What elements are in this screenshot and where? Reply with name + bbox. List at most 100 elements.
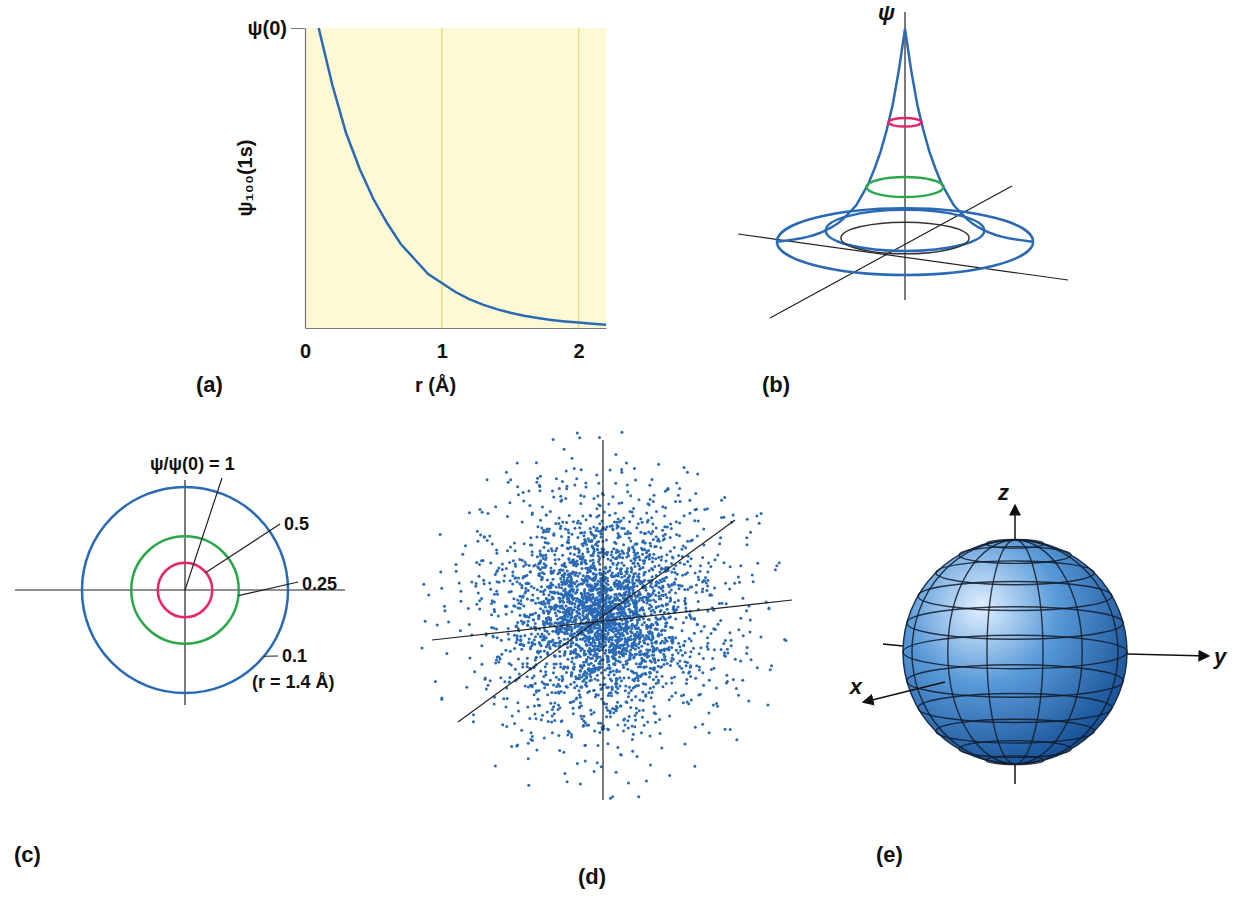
cloud-dot	[713, 586, 716, 589]
cloud-dot	[542, 593, 545, 596]
cloud-dot	[578, 706, 581, 709]
cloud-dot	[661, 658, 664, 661]
cloud-dot	[553, 666, 556, 669]
cloud-dot	[657, 463, 660, 466]
cloud-dot	[637, 627, 640, 630]
cloud-dot	[599, 655, 602, 658]
cloud-dot	[558, 749, 561, 752]
axis-line	[770, 186, 1012, 318]
cloud-dot	[510, 745, 513, 748]
cloud-dot	[554, 611, 557, 614]
cloud-dot	[565, 469, 568, 472]
cloud-dot	[542, 611, 545, 614]
cloud-dot	[693, 519, 696, 522]
cloud-dot	[699, 564, 702, 567]
cloud-dot	[659, 651, 662, 654]
cloud-dot	[633, 725, 636, 728]
cloud-dot	[624, 685, 627, 688]
cloud-dot	[558, 517, 561, 520]
cloud-dot	[631, 588, 634, 591]
cloud-dot	[697, 600, 700, 603]
cloud-dot	[569, 683, 572, 686]
cloud-dot	[679, 561, 682, 564]
cloud-dot	[616, 607, 619, 610]
cloud-dot	[506, 515, 509, 518]
cloud-dot	[600, 535, 603, 538]
cloud-dot	[558, 685, 561, 688]
cloud-dot	[715, 686, 718, 689]
cloud-dot	[579, 696, 582, 699]
cloud-dot	[507, 627, 510, 630]
cloud-dot	[697, 575, 700, 578]
cloud-dot	[636, 542, 639, 545]
x-axis-title: r (Å)	[415, 373, 456, 396]
cloud-dot	[641, 521, 644, 524]
cloud-dot	[531, 594, 534, 597]
cloud-dot	[626, 668, 629, 671]
cloud-dot	[710, 668, 713, 671]
cloud-dot	[507, 481, 510, 484]
cloud-dot	[461, 553, 464, 556]
cloud-dot	[538, 572, 541, 575]
cloud-dot	[733, 582, 736, 585]
cloud-dot	[678, 659, 681, 662]
cloud-dot	[631, 738, 634, 741]
cloud-dot	[666, 608, 669, 611]
cloud-dot	[495, 658, 498, 661]
cloud-dot	[504, 649, 507, 652]
cloud-dot	[496, 636, 499, 639]
cloud-dot	[700, 630, 703, 633]
cloud-dot	[585, 485, 588, 488]
cloud-dot	[641, 599, 644, 602]
grid	[442, 28, 579, 328]
cloud-dot	[604, 652, 607, 655]
cloud-dot	[536, 588, 539, 591]
cloud-dot	[570, 578, 573, 581]
cloud-dot	[540, 718, 543, 721]
cloud-dot	[592, 559, 595, 562]
cloud-dot	[655, 527, 658, 530]
cloud-dot	[586, 644, 589, 647]
cloud-dot	[748, 630, 751, 633]
cloud-dot	[561, 520, 564, 523]
cloud-dot	[536, 597, 539, 600]
cloud-dot	[650, 516, 653, 519]
cloud-dot	[557, 522, 560, 525]
cloud-dot	[646, 627, 649, 630]
cloud-dot	[596, 674, 599, 677]
cloud-dot	[459, 600, 462, 603]
cloud-dot	[592, 711, 595, 714]
cloud-dot	[547, 594, 550, 597]
cloud-dot	[596, 548, 599, 551]
cloud-dot	[739, 564, 742, 567]
cloud-dot	[618, 670, 621, 673]
cloud-dot	[657, 665, 660, 668]
cloud-dot	[679, 649, 682, 652]
cloud-dot	[674, 500, 677, 503]
panel-d: (d)	[421, 431, 792, 889]
cloud-dot	[468, 511, 471, 514]
cloud-dot	[544, 665, 547, 668]
cloud-dot	[464, 544, 467, 547]
panel-label: (b)	[762, 372, 790, 397]
cloud-dot	[579, 669, 582, 672]
cloud-dot	[720, 648, 723, 651]
cloud-dot	[680, 548, 683, 551]
cloud-dot	[745, 652, 748, 655]
cloud-dot	[604, 641, 607, 644]
cloud-dot	[724, 639, 727, 642]
cloud-dot	[490, 613, 493, 616]
cloud-dot	[587, 550, 590, 553]
cloud-dot	[637, 555, 640, 558]
cloud-dot	[566, 734, 569, 737]
cloud-dot	[535, 748, 538, 751]
cloud-dot	[625, 700, 628, 703]
cloud-dot	[535, 481, 538, 484]
cloud-dot	[508, 501, 511, 504]
cloud-dot	[555, 477, 558, 480]
cloud-dot	[623, 574, 626, 577]
cloud-dot	[578, 705, 581, 708]
cloud-dot	[672, 605, 675, 608]
cloud-dot	[524, 590, 527, 593]
cloud-dot	[552, 578, 555, 581]
